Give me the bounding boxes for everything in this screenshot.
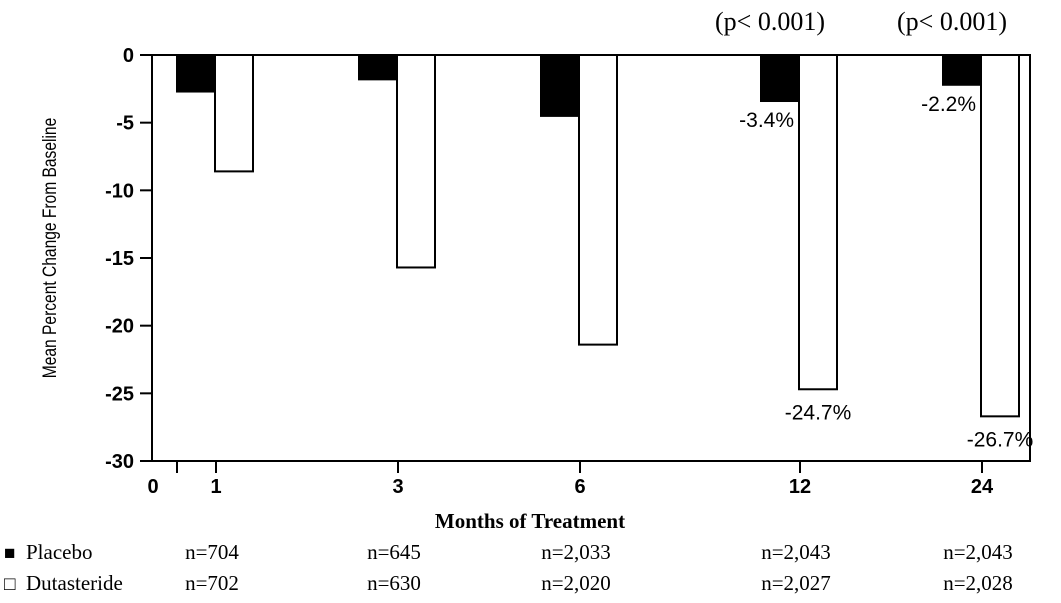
sample-size-cell: n=630	[367, 571, 421, 595]
x-tick-label: 1	[210, 476, 221, 498]
dutasteride-legend-marker: □	[4, 574, 16, 595]
placebo-bar	[358, 54, 398, 81]
placebo-bar	[176, 54, 216, 93]
bar-value-label: -2.2%	[921, 93, 976, 116]
dutasteride-bar	[980, 54, 1020, 418]
annotations: (p< 0.001) (p< 0.001) -3.4% -2.2% -24.7% -26.…	[715, 7, 1033, 451]
y-tick-label: -10	[105, 180, 134, 202]
p-value-label: (p< 0.001)	[715, 7, 825, 36]
sample-size-cell: n=2,043	[761, 540, 831, 564]
sample-size-cell: n=645	[367, 540, 421, 564]
x-tick-label-origin: 0	[147, 476, 158, 498]
sample-size-cell: n=2,033	[541, 540, 611, 564]
bars	[176, 54, 1020, 418]
sample-size-cell: n=702	[185, 571, 239, 595]
sample-size-cell: n=2,027	[761, 571, 831, 595]
placebo-legend-label: Placebo	[26, 540, 92, 564]
y-tick-label: 0	[123, 45, 134, 67]
y-tick-label: -20	[105, 316, 134, 338]
dutasteride-bar	[798, 54, 838, 391]
legend-table: ■ Placebo n=704 n=645 n=2,033 n=2,043 n=2,043 □…	[4, 540, 1013, 595]
y-tick-label: -15	[105, 248, 134, 270]
p-value-label: (p< 0.001)	[897, 7, 1007, 36]
dutasteride-bar	[578, 54, 618, 346]
placebo-bar	[760, 54, 800, 103]
x-tick-label: 3	[392, 476, 403, 498]
x-axis-label: Months of Treatment	[435, 509, 625, 533]
y-tick-label: -30	[105, 451, 134, 473]
y-tick-label: -25	[105, 383, 134, 405]
placebo-bar	[540, 54, 580, 117]
sample-size-cell: n=2,028	[943, 571, 1013, 595]
bar-value-label: -26.7%	[967, 428, 1034, 451]
sample-size-cell: n=2,020	[541, 571, 611, 595]
dutasteride-legend-label: Dutasteride	[26, 571, 123, 595]
x-tick-label: 24	[971, 476, 994, 498]
y-axis: 0 -5 -10 -15 -20 -25 -30	[105, 45, 152, 473]
bar-value-label: -3.4%	[739, 109, 794, 132]
x-tick-label: 12	[789, 476, 811, 498]
sample-size-cell: n=2,043	[943, 540, 1013, 564]
x-tick-label: 6	[574, 476, 585, 498]
dutasteride-bar	[396, 54, 436, 269]
dutasteride-bar	[214, 54, 254, 173]
placebo-bar	[942, 54, 982, 86]
y-axis-label: Mean Percent Change From Baseline	[39, 118, 61, 378]
sample-size-cell: n=704	[185, 540, 239, 564]
y-tick-label: -5	[116, 113, 134, 135]
placebo-legend-marker: ■	[4, 543, 15, 564]
bar-value-label: -24.7%	[785, 401, 852, 424]
x-axis: 0 1 3 6 12 24	[147, 461, 994, 498]
